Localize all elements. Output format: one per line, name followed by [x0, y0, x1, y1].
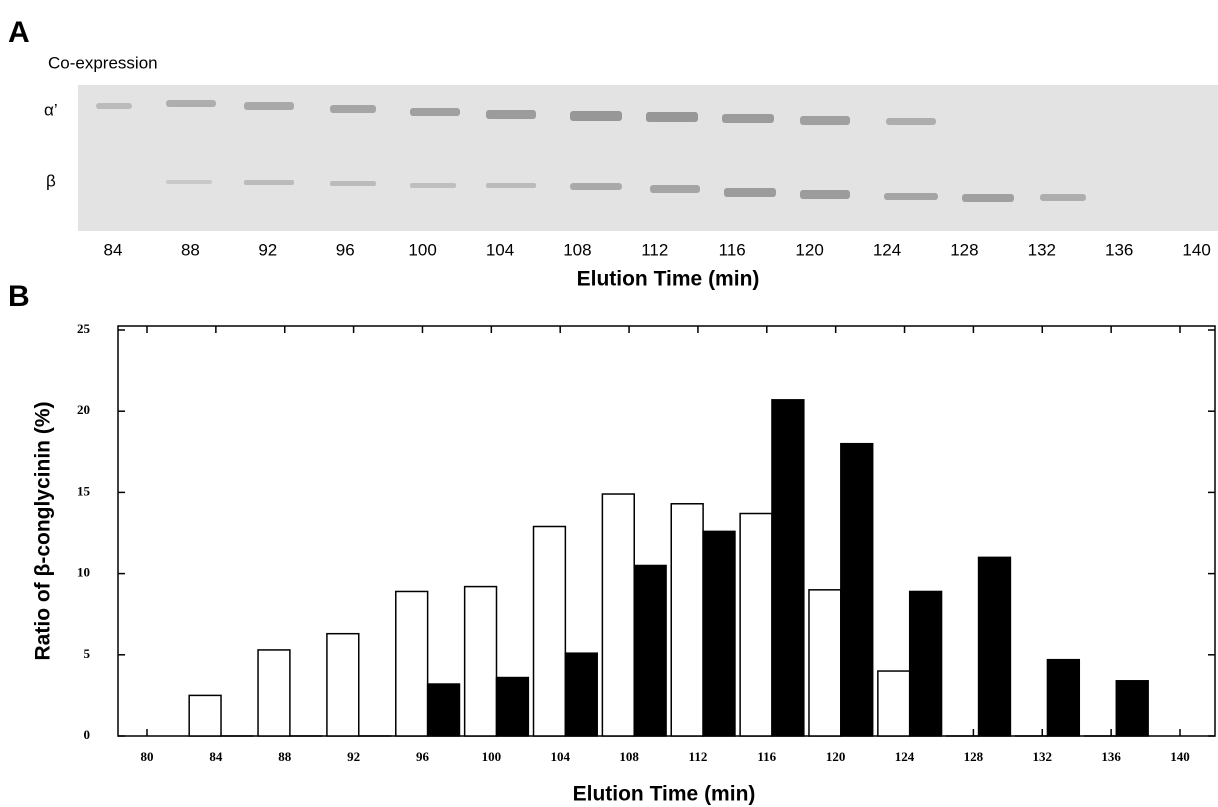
- bar: [463, 585, 498, 737]
- bar: [771, 399, 805, 737]
- lane-label: 108: [563, 240, 591, 259]
- band-label: β: [46, 171, 56, 190]
- bar: [739, 512, 773, 737]
- y-tick-label: 0: [84, 727, 91, 742]
- x-tick-label: 108: [619, 749, 639, 764]
- lane-label: 100: [408, 240, 436, 259]
- band-label: α’: [44, 100, 58, 119]
- x-tick-label: 136: [1101, 749, 1121, 764]
- bar: [877, 670, 911, 737]
- x-tick-label: 112: [689, 749, 708, 764]
- x-axis-title: Elution Time (min): [573, 783, 756, 806]
- bar: [564, 652, 598, 737]
- y-tick-label: 15: [77, 483, 91, 498]
- bar: [977, 556, 1012, 737]
- y-axis-title: Ratio of β-conglycinin (%): [32, 402, 55, 661]
- x-tick-label: 84: [209, 749, 223, 764]
- panel-label: A: [8, 16, 30, 49]
- lane-label: 104: [486, 240, 514, 259]
- bar: [601, 493, 635, 737]
- x-tick-label: 128: [964, 749, 984, 764]
- x-tick-label: 140: [1170, 749, 1190, 764]
- gel-bands: [96, 100, 1086, 202]
- y-tick-label: 5: [84, 646, 91, 661]
- bar: [495, 676, 530, 737]
- lane-label: 96: [336, 240, 355, 259]
- bar: [326, 632, 360, 737]
- gel-x-label: Elution Time (min): [577, 268, 760, 291]
- bar: [1115, 680, 1149, 737]
- lane-label: 120: [795, 240, 823, 259]
- y-tick-label: 10: [77, 565, 90, 580]
- x-tick-label: 124: [895, 749, 915, 764]
- lane-label: 84: [104, 240, 123, 259]
- bar: [840, 442, 874, 737]
- x-tick-label: 104: [550, 749, 570, 764]
- x-tick-label: 96: [416, 749, 430, 764]
- lane-label: 140: [1182, 240, 1210, 259]
- lane-label: 112: [641, 240, 668, 259]
- bar: [702, 530, 736, 737]
- x-tick-label: 88: [278, 749, 292, 764]
- x-tick-label: 100: [482, 749, 502, 764]
- bar: [257, 649, 291, 737]
- bar: [670, 503, 704, 737]
- lane-label: 88: [181, 240, 200, 259]
- bar: [395, 590, 429, 737]
- x-tick-label: 132: [1033, 749, 1053, 764]
- lane-label: 128: [950, 240, 978, 259]
- panel-label: B: [8, 280, 30, 313]
- bar: [908, 590, 943, 737]
- lane-label: 136: [1105, 240, 1133, 259]
- bar: [808, 589, 842, 737]
- bar: [532, 525, 567, 737]
- x-tick-label: 80: [141, 749, 154, 764]
- bar: [426, 683, 461, 737]
- bar: [633, 564, 667, 737]
- gel-title: Co-expression: [48, 53, 158, 72]
- y-tick-label: 20: [77, 402, 90, 417]
- lane-label: 116: [719, 240, 746, 259]
- x-tick-label: 116: [757, 749, 776, 764]
- lane-label: 132: [1028, 240, 1056, 259]
- bar: [188, 694, 222, 737]
- lane-label: 124: [873, 240, 901, 259]
- x-tick-label: 120: [826, 749, 846, 764]
- x-tick-label: 92: [347, 749, 360, 764]
- y-tick-label: 25: [77, 321, 91, 336]
- lane-label: 92: [258, 240, 277, 259]
- bar: [1046, 658, 1081, 737]
